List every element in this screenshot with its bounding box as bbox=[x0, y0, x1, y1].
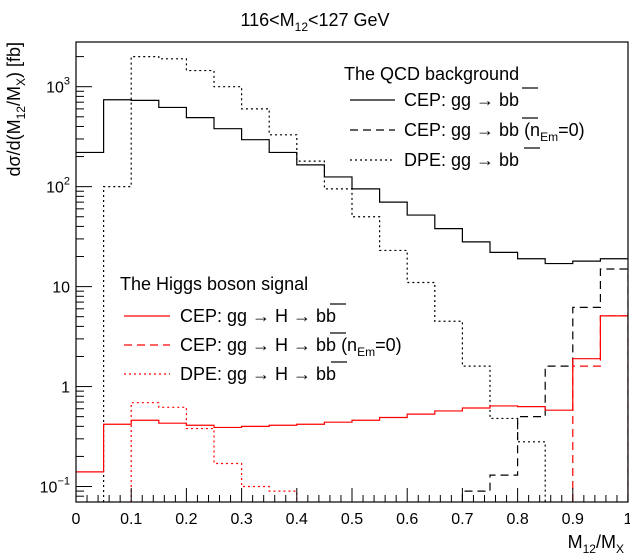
x-tick-label: 0.9 bbox=[562, 511, 584, 528]
plot-area bbox=[76, 56, 628, 502]
series-line-sig-5 bbox=[130, 402, 298, 502]
series-bkg-2 bbox=[103, 56, 546, 502]
y-tick-label: 102 bbox=[46, 176, 70, 197]
series-bkg-1 bbox=[461, 268, 628, 502]
plot-frame bbox=[75, 41, 629, 503]
x-tick-label: 0 bbox=[72, 511, 81, 528]
x-tick-label: 0.1 bbox=[120, 511, 142, 528]
legend-label-bkg-dpe: DPE: gg → bb bbox=[404, 150, 519, 170]
legend-label-sig-cep-nem: CEP: gg → H → bb (nEm=0) bbox=[180, 335, 402, 359]
legend-background: The QCD background CEP: gg → bb CEP: gg … bbox=[344, 64, 585, 170]
legend-label-sig-cep: CEP: gg → H → bb bbox=[180, 306, 336, 326]
series-sig-4 bbox=[572, 315, 628, 502]
series-sig-3 bbox=[76, 315, 628, 473]
series-line-sig-3 bbox=[76, 315, 628, 473]
legend-header-signal: The Higgs boson signal bbox=[120, 274, 308, 294]
x-axis-label: M12/MX bbox=[568, 532, 624, 556]
plot-content bbox=[76, 56, 628, 502]
legend-label-bkg-cep: CEP: gg → bb bbox=[404, 90, 519, 110]
y-tick-label: 103 bbox=[46, 76, 70, 97]
series-line-bkg-2 bbox=[103, 56, 546, 502]
series-sig-5 bbox=[130, 402, 298, 502]
y-tick-label: 1 bbox=[61, 380, 70, 397]
y-axis-label: dσ/d(M12/MX) [fb] bbox=[4, 42, 28, 177]
legend-label-bkg-cep-nem: CEP: gg → bb (nEm=0) bbox=[404, 120, 585, 144]
x-tick-label: 0.8 bbox=[506, 511, 528, 528]
series-bkg-0 bbox=[76, 99, 628, 265]
x-tick-label: 1 bbox=[624, 511, 630, 528]
y-tick-label: 10 bbox=[52, 280, 70, 297]
x-tick-label: 0.3 bbox=[230, 511, 252, 528]
x-tick-label: 0.4 bbox=[286, 511, 308, 528]
legend-header-background: The QCD background bbox=[344, 64, 519, 84]
x-tick-label: 0.6 bbox=[396, 511, 418, 528]
x-tick-label: 0.5 bbox=[341, 511, 363, 528]
series-line-bkg-1 bbox=[461, 268, 628, 502]
chart-title: 116<M12<127 GeV bbox=[240, 10, 389, 34]
legend-signal: The Higgs boson signal CEP: gg → H → bb … bbox=[120, 274, 402, 384]
axis-ticks: 0 0.1 0.2 0.3 0.4 0.5 0.6 0.7 0.8 0.9 1 10−1 1 10 102 1… bbox=[40, 56, 630, 528]
y-tick-label: 10−1 bbox=[40, 476, 70, 497]
series-line-bkg-0 bbox=[76, 99, 628, 265]
series-line-sig-4 bbox=[572, 315, 628, 502]
legend-label-sig-dpe: DPE: gg → H → bb bbox=[180, 364, 336, 384]
x-tick-label: 0.2 bbox=[175, 511, 197, 528]
x-tick-label: 0.7 bbox=[451, 511, 473, 528]
